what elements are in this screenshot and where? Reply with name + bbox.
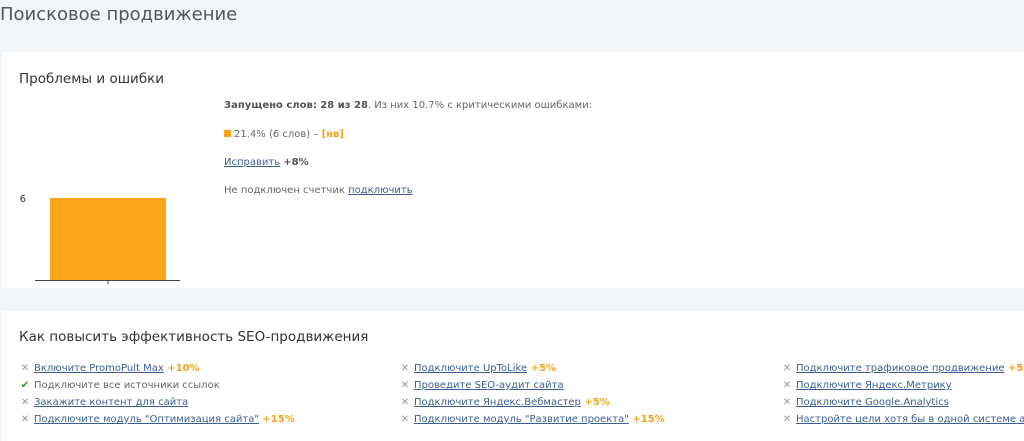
seo-card: Как повысить эффективность SEO-продвижен… — [2, 311, 1024, 441]
cross-icon: ✕ — [400, 414, 410, 425]
fix-row: Исправить +8% — [224, 157, 309, 168]
problems-chart: 6 — [20, 194, 180, 284]
legend-tag: [нв] — [321, 129, 344, 140]
recommendation-item: ✕ Подключите Яндекс.Метрику — [781, 377, 1024, 394]
cross-icon: ✕ — [782, 414, 792, 425]
recommendation-link[interactable]: Проведите SEO-аудит сайта — [414, 380, 564, 391]
fix-link[interactable]: Исправить — [224, 157, 281, 168]
recommendation-item: ✕ Подключите Google.Analytics — [781, 394, 1024, 411]
counter-row: Не подключен счетчик подключить — [224, 185, 413, 196]
recommendation-link[interactable]: Подключите Яндекс.Метрику — [796, 380, 952, 391]
recommendation-item: ✕ Подключите UpToLike +5% — [399, 360, 665, 377]
recommendation-item: ✕ Подключите Яндекс.Вебмастер +5% — [399, 394, 665, 411]
recommendation-column: ✕ Подключите UpToLike +5% ✕ Проведите SEO-а… — [399, 360, 665, 428]
cross-icon: ✕ — [20, 397, 30, 408]
gain-badge: +5% — [527, 363, 556, 374]
recommendation-link[interactable]: Настройте цели хотя бы в одной системе а… — [796, 414, 1024, 425]
recommendation-link[interactable]: Подключите модуль "Развитие проекта" — [414, 414, 629, 425]
recommendation-link[interactable]: Подключите трафиковое продвижение — [796, 363, 1005, 374]
gain-badge: +5% — [1007, 363, 1024, 374]
bar — [50, 198, 166, 280]
legend-swatch — [224, 130, 231, 137]
cross-icon: ✕ — [782, 363, 792, 374]
recommendation-item: ✕ Включите PromoPult Max +10% — [19, 360, 295, 377]
cross-icon: ✕ — [782, 380, 792, 391]
recommendation-column: ✕ Подключите трафиковое продвижение +5% ✕ П… — [781, 360, 1024, 428]
recommendation-item: ✕ Проведите SEO-аудит сайта — [399, 377, 665, 394]
recommendation-link[interactable]: Подключите Яндекс.Вебмастер — [414, 397, 581, 408]
gain-badge: +15% — [258, 414, 295, 425]
cross-icon: ✕ — [400, 380, 410, 391]
launched-count: Запущено слов: 28 из 28 — [224, 100, 368, 111]
legend-row: 21.4% (6 слов) – [нв] — [224, 129, 344, 140]
y-tick-label: 6 — [20, 194, 26, 205]
recommendation-link[interactable]: Закажите контент для сайта — [34, 397, 189, 408]
launched-summary: Запущено слов: 28 из 28. Из них 10.7% с … — [224, 100, 592, 111]
seo-title: Как повысить эффективность SEO-продвижен… — [19, 329, 369, 345]
gain-badge: +5% — [580, 397, 610, 408]
recommendation-item: ✕ Подключите трафиковое продвижение +5% — [781, 360, 1024, 377]
cross-icon: ✕ — [20, 363, 30, 374]
recommendation-item: ✕ Подключите модуль "Развитие проекта" +1… — [399, 411, 665, 428]
critical-text: . Из них 10.7% с критическими ошибками: — [367, 100, 593, 111]
fix-gain: +8% — [283, 157, 309, 168]
gain-badge: +15% — [628, 414, 665, 425]
recommendation-link[interactable]: Подключите модуль "Оптимизация сайта" — [34, 414, 259, 425]
counter-text: Не подключен счетчик — [224, 185, 345, 196]
recommendation-text: Подключите все источники ссылок — [34, 380, 220, 391]
recommendation-item: ✔ Подключите все источники ссылок — [19, 377, 295, 394]
recommendation-link[interactable]: Включите PromoPult Max — [34, 363, 164, 374]
recommendation-column: ✕ Включите PromoPult Max +10% ✔ Подключите … — [19, 360, 295, 428]
problems-card: Проблемы и ошибки 6 Запущено слов: 28 из… — [2, 52, 1024, 288]
connect-counter-link[interactable]: подключить — [348, 185, 413, 196]
cross-icon: ✕ — [400, 363, 410, 374]
recommendation-item: ✕ Закажите контент для сайта — [19, 394, 295, 411]
recommendation-link[interactable]: Подключите Google.Analytics — [796, 397, 949, 408]
recommendation-item: ✕ Подключите модуль "Оптимизация сайта" +… — [19, 411, 295, 428]
legend-text: 21.4% (6 слов) – — [234, 129, 319, 140]
page-title: Поисковое продвижение — [0, 4, 238, 25]
recommendation-link[interactable]: Подключите UpToLike — [414, 363, 528, 374]
problems-title: Проблемы и ошибки — [19, 71, 165, 87]
cross-icon: ✕ — [400, 397, 410, 408]
check-icon: ✔ — [20, 380, 30, 391]
cross-icon: ✕ — [20, 414, 30, 425]
cross-icon: ✕ — [782, 397, 792, 408]
gain-badge: +10% — [163, 363, 200, 374]
recommendation-item: ✕ Настройте цели хотя бы в одной системе … — [781, 411, 1024, 428]
